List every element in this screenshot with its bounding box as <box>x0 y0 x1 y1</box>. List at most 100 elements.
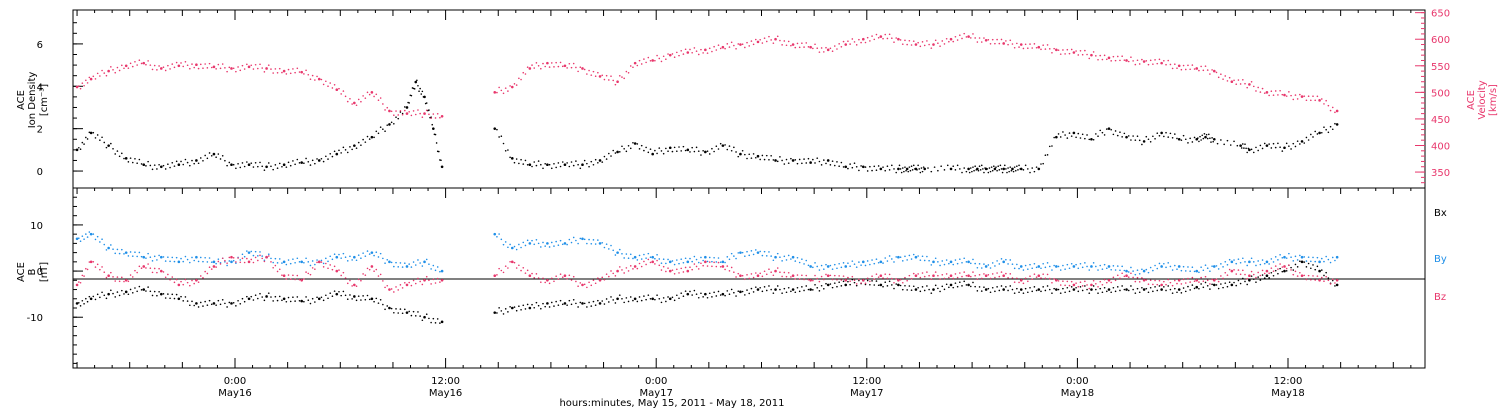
bx-point-fill <box>131 291 134 294</box>
density-point-fill <box>853 162 856 165</box>
bx-point <box>563 302 567 305</box>
velocity-point-fill <box>969 37 972 39</box>
bz-point <box>282 274 286 277</box>
velocity-point-fill <box>608 79 610 81</box>
by-point-fill <box>243 255 246 258</box>
by-point-fill <box>941 260 944 262</box>
velocity-point-fill <box>331 87 334 89</box>
bz-point-fill <box>676 268 678 271</box>
bx-point-fill <box>270 296 272 298</box>
by-point-fill <box>414 264 417 266</box>
velocity-point-fill <box>524 73 527 75</box>
bz-point-fill <box>1202 280 1205 283</box>
density-point-fill <box>1223 143 1225 146</box>
density-point-fill <box>1285 142 1288 145</box>
by-point-fill <box>92 233 95 235</box>
bx-point-fill <box>1296 266 1299 268</box>
density-point-fill <box>937 169 939 172</box>
by-point-fill <box>860 264 862 266</box>
density-point-fill <box>662 152 665 155</box>
by-point-fill <box>1095 265 1097 268</box>
velocity-point <box>1107 56 1111 60</box>
density-point-fill <box>379 126 382 128</box>
velocity-point-fill <box>1022 47 1025 50</box>
bx-point-fill <box>397 312 400 314</box>
by-point-fill <box>307 261 310 263</box>
velocity-point-fill <box>847 40 849 42</box>
velocity-point-fill <box>535 62 538 64</box>
by-point-fill <box>1112 265 1115 267</box>
density-point <box>616 150 619 154</box>
bz-point-fill <box>1217 280 1220 283</box>
density-point-fill <box>1017 169 1019 171</box>
by-point-fill <box>1068 267 1071 270</box>
bx-point-fill <box>1191 284 1194 286</box>
density-point-fill <box>421 90 424 93</box>
density-point <box>159 165 163 169</box>
velocity-point-fill <box>206 67 209 69</box>
by-point-fill <box>1134 273 1137 276</box>
bx-point-fill <box>553 305 555 307</box>
velocity-point-fill <box>1202 69 1205 72</box>
by-point-fill <box>853 263 856 265</box>
density-point-fill <box>513 161 516 164</box>
bx-point-fill <box>656 294 658 296</box>
by-point-fill <box>1246 264 1248 267</box>
bz-point-fill <box>763 270 766 273</box>
density-point-fill <box>741 149 744 152</box>
velocity-point-fill <box>1033 43 1036 45</box>
bz-point-fill <box>1272 270 1275 272</box>
by-point <box>195 255 198 259</box>
by-point-fill <box>134 251 136 254</box>
velocity-point-fill <box>765 40 768 43</box>
bz-point-fill <box>522 267 525 269</box>
bx-point-fill <box>548 306 551 308</box>
velocity-point-fill <box>215 68 217 70</box>
bz-point <box>1195 279 1199 282</box>
bx-point-fill <box>682 295 685 298</box>
bz-point-fill <box>908 274 911 277</box>
by-point-fill <box>1277 259 1279 261</box>
by-point-fill <box>79 240 82 243</box>
density-point-fill <box>1059 136 1062 138</box>
velocity-point <box>107 69 110 73</box>
by-point-fill <box>840 266 843 269</box>
bz-point-fill <box>1046 273 1049 276</box>
by-point-fill <box>708 256 711 259</box>
density-point <box>1055 135 1058 139</box>
bx-point-fill <box>1031 290 1034 293</box>
bz-point-fill <box>83 275 85 277</box>
bz-point-fill <box>833 274 836 277</box>
by-point-fill <box>776 252 779 255</box>
by-point-fill <box>926 255 928 258</box>
by-point-fill <box>923 259 926 262</box>
velocity-point-fill <box>1270 90 1273 93</box>
bz-point-fill <box>1187 277 1189 280</box>
bx-point-fill <box>608 301 610 303</box>
velocity-point <box>1160 61 1163 65</box>
bz-point-fill <box>1329 283 1332 285</box>
by-point-fill <box>272 261 274 264</box>
bz-point-fill <box>1277 268 1279 270</box>
by-point-fill <box>410 266 413 268</box>
bx-point <box>739 290 742 294</box>
by-point <box>107 246 110 250</box>
by-point-fill <box>121 248 123 251</box>
by-point-fill <box>1097 269 1099 271</box>
by-point-fill <box>910 258 913 260</box>
density-point-fill <box>636 143 639 145</box>
density-point-fill <box>998 169 1001 171</box>
bz-point <box>353 283 356 287</box>
velocity-point-fill <box>243 68 246 70</box>
velocity-point <box>1300 95 1304 98</box>
bz-point-fill <box>906 279 908 282</box>
density-point-fill <box>329 152 332 155</box>
bz-point-fill <box>384 286 386 289</box>
velocity-point-fill <box>632 66 634 69</box>
bx-point-fill <box>1134 292 1137 294</box>
by-point-fill <box>421 265 424 267</box>
time-tick-date: May18 <box>1061 388 1094 399</box>
velocity-point-fill <box>566 67 568 69</box>
density-point <box>563 163 567 166</box>
